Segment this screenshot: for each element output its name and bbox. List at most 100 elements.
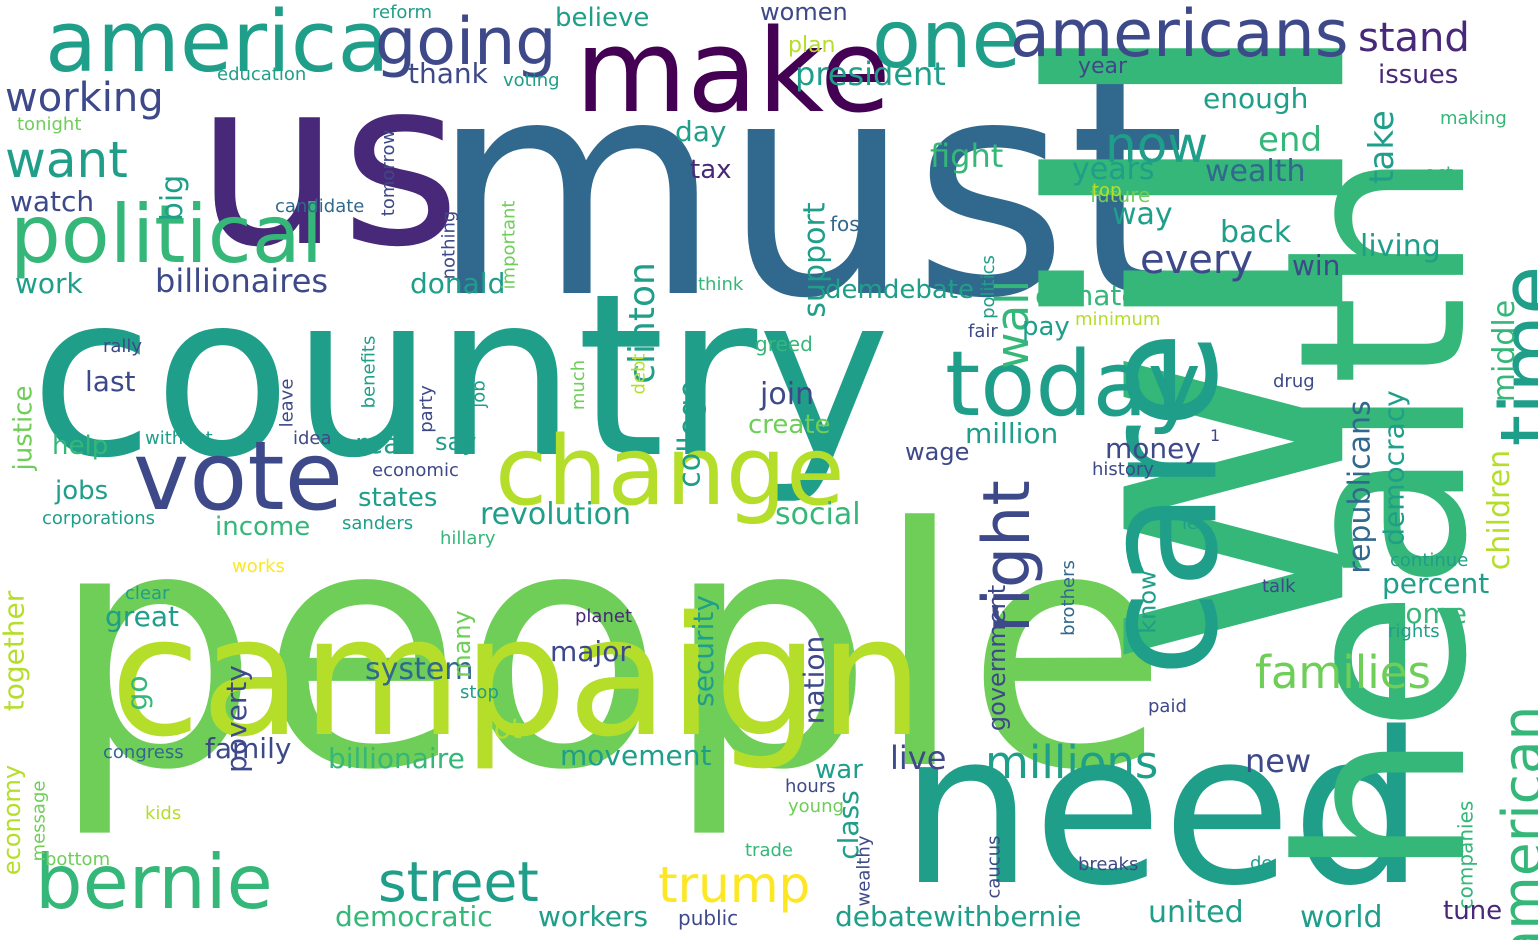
cloud-word: act — [1425, 163, 1453, 184]
cloud-word: de — [1250, 853, 1273, 874]
cloud-word: economic — [372, 460, 459, 481]
cloud-word: want — [5, 131, 128, 189]
cloud-word: bernie — [35, 838, 273, 926]
cloud-word: thank — [408, 57, 488, 90]
cloud-word: tax — [690, 155, 732, 185]
cloud-word: take — [1361, 110, 1402, 184]
cloud-word: street — [378, 850, 539, 914]
cloud-word: idea — [293, 428, 332, 449]
cloud-word: last — [85, 365, 136, 398]
cloud-word: politics — [977, 255, 999, 319]
cloud-word: caucus — [983, 834, 1005, 899]
cloud-word: wage — [905, 438, 970, 466]
cloud-word: candidate — [275, 196, 365, 217]
cloud-word: demdebate — [825, 275, 974, 305]
cloud-word: million — [965, 417, 1059, 450]
cloud-word: corporations — [42, 508, 156, 529]
cloud-word: donald — [410, 267, 506, 300]
cloud-word: world — [1300, 900, 1383, 935]
cloud-word: tonight — [17, 114, 82, 135]
cloud-word: breaks — [1078, 854, 1139, 875]
cloud-word: income — [215, 512, 311, 542]
cloud-word: plan — [788, 33, 836, 58]
cloud-word: families — [1255, 646, 1431, 699]
cloud-word: economy — [0, 764, 27, 876]
cloud-word: debatewithbernie — [835, 900, 1082, 933]
cloud-word: democracy — [1377, 389, 1411, 546]
cloud-word: people — [50, 458, 1169, 842]
cloud-word: join — [760, 377, 815, 412]
cloud-word: companies — [1452, 800, 1477, 909]
cloud-word: today — [945, 332, 1201, 437]
cloud-word: working — [5, 75, 164, 121]
cloud-word: americans — [1010, 0, 1349, 72]
cloud-word: college — [672, 379, 708, 488]
cloud-word: campaign — [110, 581, 924, 773]
cloud-word: movement — [560, 739, 712, 772]
cloud-word: fossil — [830, 212, 882, 236]
cloud-word: war — [815, 755, 863, 785]
cloud-word: women — [760, 0, 848, 26]
cloud-word: public — [678, 906, 739, 930]
cloud-word: democratic — [335, 900, 493, 933]
cloud-word: percent — [1382, 567, 1490, 600]
cloud-word: tomorrow — [378, 129, 400, 217]
cloud-word: live — [890, 739, 947, 777]
cloud-word: security — [686, 595, 720, 707]
cloud-word: end — [1258, 120, 1323, 160]
cloud-word: issues — [1378, 60, 1459, 90]
cloud-word: drug — [1273, 371, 1315, 392]
cloud-word: leave — [275, 378, 297, 427]
cloud-word: money — [1105, 432, 1201, 465]
cloud-word: 1 — [1210, 426, 1221, 445]
cloud-word: win — [1292, 249, 1341, 282]
cloud-word: say — [435, 428, 477, 456]
cloud-word: one — [872, 0, 1021, 86]
cloud-word: work — [15, 267, 83, 300]
cloud-word: now — [1105, 116, 1209, 174]
cloud-word: congress — [103, 742, 184, 763]
cloud-word: party — [415, 385, 437, 433]
cloud-word: sanders — [342, 513, 414, 534]
cloud-word: paid — [1148, 696, 1187, 717]
cloud-word: job — [468, 379, 490, 408]
cloud-word: social — [775, 497, 861, 532]
cloud-word: many — [447, 610, 476, 678]
cloud-word: billionaire — [328, 742, 465, 775]
cloud-word: way — [1112, 197, 1173, 232]
cloud-word: continue — [1390, 550, 1469, 571]
cloud-word: trade — [745, 840, 793, 861]
cloud-word: greed — [755, 332, 813, 356]
cloud-word: hillary — [440, 528, 496, 549]
cloud-word: justice — [7, 385, 38, 470]
cloud-word: wealth — [1205, 154, 1306, 189]
cloud-word: need — [900, 687, 1425, 932]
cloud-word: benefits — [357, 335, 379, 408]
cloud-word: new — [1245, 742, 1312, 780]
cloud-word: making — [1440, 108, 1507, 129]
cloud-word: millions — [985, 736, 1159, 789]
cloud-word: tune — [1443, 896, 1503, 926]
cloud-word: billionaires — [155, 262, 329, 300]
cloud-word: great — [105, 600, 180, 633]
cloud-word: corporate — [1182, 285, 1270, 306]
cloud-word: united — [1148, 895, 1244, 930]
cloud-word: brothers — [1057, 560, 1079, 636]
cloud-word: years — [1072, 152, 1155, 187]
cloud-word: day — [675, 115, 727, 148]
cloud-word: family — [205, 732, 292, 765]
cloud-word: reform — [372, 2, 433, 23]
cloud-word: enough — [1203, 82, 1309, 115]
cloud-word: america — [45, 0, 390, 92]
cloud-word: make — [575, 5, 891, 139]
cloud-word: clear — [125, 583, 170, 604]
cloud-word: must — [430, 15, 1187, 364]
cloud-word: real — [355, 427, 409, 460]
cloud-word: middle — [1487, 299, 1523, 403]
cloud-word: watch — [10, 185, 95, 218]
cloud-word: us — [195, 31, 461, 298]
cloud-word: republicans — [1342, 399, 1378, 574]
cloud-word: education — [217, 64, 307, 85]
cloud-word: go — [119, 675, 153, 710]
cloud-word: pay — [1022, 312, 1070, 342]
